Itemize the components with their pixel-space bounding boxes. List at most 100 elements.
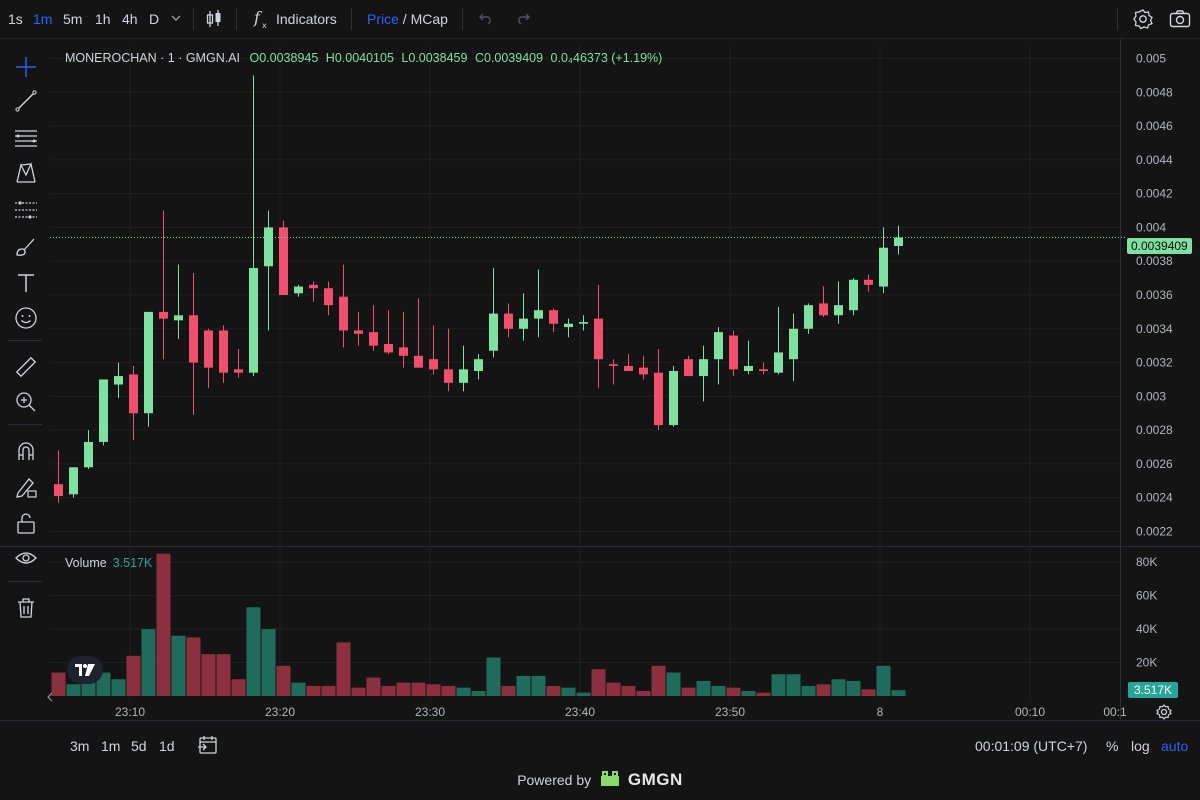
volume-bar	[756, 692, 771, 696]
candle-body	[279, 227, 288, 295]
time-tick-label: 23:30	[415, 705, 445, 719]
chevron-down-icon[interactable]	[170, 11, 182, 28]
candle-body	[204, 330, 213, 368]
volume-tick-label: 80K	[1136, 555, 1157, 569]
powered-by-label: Powered by	[517, 772, 592, 788]
svg-text:x: x	[262, 21, 267, 29]
volume-bar	[111, 679, 126, 696]
volume-bar	[201, 654, 216, 696]
tradingview-logo[interactable]	[67, 656, 103, 684]
volume-bar	[711, 685, 726, 696]
percent-toggle[interactable]: %	[1106, 738, 1119, 754]
candle-body	[594, 318, 603, 360]
volume-tick-label: 60K	[1136, 589, 1157, 603]
gmgn-logo-icon	[599, 770, 621, 788]
brush-icon[interactable]	[14, 235, 38, 259]
volume-bar	[891, 690, 906, 696]
crosshair-icon[interactable]	[14, 55, 38, 79]
volume-bar	[216, 654, 231, 696]
candle-body	[174, 315, 183, 321]
log-toggle[interactable]: log	[1131, 738, 1150, 754]
horizontal-lines-icon[interactable]	[14, 126, 38, 150]
candle-body	[144, 311, 153, 414]
close-value: C0.0039409	[474, 51, 544, 65]
candle-body	[879, 247, 888, 287]
volume-bar	[411, 682, 426, 696]
candles-icon[interactable]	[205, 9, 223, 32]
volume-bar	[456, 687, 471, 696]
pattern-icon[interactable]	[14, 161, 38, 185]
candle-body	[99, 379, 108, 442]
volume-bar	[51, 672, 66, 696]
calendar-icon[interactable]	[197, 735, 219, 758]
timeframe-1s[interactable]: 1s	[8, 11, 23, 27]
volume-bar	[486, 657, 501, 696]
candle-body	[519, 318, 528, 329]
volume-bar	[816, 684, 831, 696]
volume-bar	[66, 684, 81, 696]
trend-line-icon[interactable]	[14, 89, 38, 113]
chart-grid	[0, 39, 1200, 721]
volume-bar	[591, 669, 606, 696]
gmgn-brand[interactable]: GMGN	[627, 770, 683, 789]
candle-body	[789, 328, 798, 360]
price-tick-label: 0.0028	[1136, 423, 1173, 437]
gear-icon[interactable]	[1132, 8, 1154, 33]
fib-icon[interactable]	[14, 198, 38, 222]
zoom-in-icon[interactable]	[14, 390, 38, 414]
volume-bar	[291, 682, 306, 696]
symbol-title[interactable]: MONEROCHAN · 1 · GMGN.AI	[65, 51, 241, 65]
redo-icon[interactable]	[515, 11, 531, 28]
volume-bar	[441, 685, 456, 696]
range-1m[interactable]: 1m	[101, 738, 121, 754]
trash-icon[interactable]	[14, 596, 38, 620]
ruler-icon[interactable]	[14, 355, 38, 379]
volume-bar	[366, 677, 381, 696]
volume-bar	[231, 679, 246, 696]
range-5d[interactable]: 5d	[131, 738, 147, 754]
candle-body	[819, 303, 828, 316]
indicators-button[interactable]: Indicators	[276, 11, 337, 27]
price-option[interactable]: Price	[367, 11, 399, 27]
magnet-icon[interactable]	[14, 439, 38, 463]
volume-bar	[741, 690, 756, 696]
candle-body	[804, 305, 813, 329]
eye-icon[interactable]	[14, 546, 38, 570]
range-3m[interactable]: 3m	[70, 738, 90, 754]
lock-drawing-icon[interactable]	[14, 475, 38, 499]
price-mcap-toggle[interactable]: Price / MCap	[367, 11, 448, 27]
timeframe-1m[interactable]: 1m	[33, 11, 53, 27]
settings-axis-icon[interactable]	[1155, 703, 1173, 726]
timeframe-4h[interactable]: 4h	[122, 11, 138, 27]
volume-axis: 80K 60K 40K 20K	[1136, 555, 1157, 669]
volume-label[interactable]: Volume	[65, 556, 107, 570]
timeframe-d[interactable]: D	[149, 11, 160, 27]
candle-body	[684, 359, 693, 377]
timeframe-5m[interactable]: 5m	[63, 11, 83, 27]
candle-body	[189, 315, 198, 363]
auto-toggle[interactable]: auto	[1161, 738, 1189, 754]
mcap-option[interactable]: MCap	[410, 11, 448, 27]
range-1d[interactable]: 1d	[159, 738, 175, 754]
volume-bar	[546, 685, 561, 696]
candle-body	[549, 310, 558, 324]
text-icon[interactable]	[14, 271, 38, 295]
volume-bar	[396, 682, 411, 696]
volume-bar	[531, 675, 546, 696]
emoji-icon[interactable]	[14, 306, 38, 330]
timeframe-1h[interactable]: 1h	[95, 11, 111, 27]
candle-body	[429, 359, 438, 370]
candle-body	[699, 359, 708, 377]
candle-body	[864, 279, 873, 285]
candle-body	[669, 371, 678, 426]
function-icon[interactable]: f x	[253, 8, 271, 32]
camera-icon[interactable]	[1169, 9, 1191, 32]
lock-icon[interactable]	[14, 511, 38, 535]
undo-icon[interactable]	[478, 11, 494, 28]
volume-bar	[576, 692, 591, 696]
volume-bar	[246, 607, 261, 696]
volume-bar	[471, 690, 486, 696]
scroll-left-icon	[47, 692, 53, 702]
clock-display[interactable]: 00:01:09 (UTC+7)	[975, 738, 1088, 754]
